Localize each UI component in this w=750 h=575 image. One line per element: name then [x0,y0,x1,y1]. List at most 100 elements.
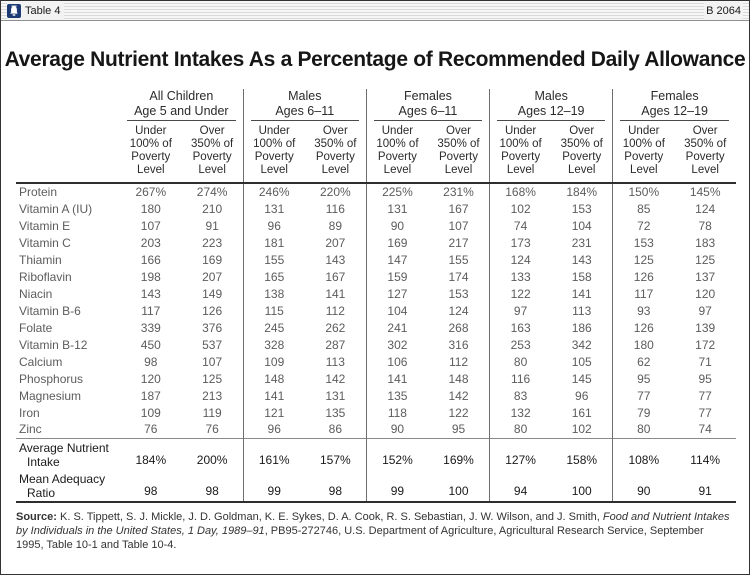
value-cell: 537 [202,337,223,352]
value-cell: 153 [612,234,675,251]
value-cell: 112 [325,303,345,318]
value-cell: 163 [489,319,552,336]
value-cell: 93 [612,302,675,319]
source-details: , PB95-272746, U.S. Department of Agricu… [16,525,704,551]
value-cell: 131 [365,200,428,217]
nutrient-table: All Children Age 5 and Under Males Ages 6–1… [16,89,736,503]
row-label: Thiamin [19,252,62,267]
value-cell: 203 [140,235,161,250]
value-cell: 155 [448,252,469,267]
stub-header [16,89,120,121]
value-cell: 210 [202,201,223,216]
value-cell: 76 [144,422,158,437]
value-cell: 141 [325,286,346,301]
value-cell: 80 [612,421,675,438]
value-cell: 74 [489,217,552,234]
column-subheader: Over 350% of Poverty Level [304,121,367,184]
stub-header [16,121,120,184]
group-line2: Ages 6–11 [275,103,335,118]
value-cell: 148 [242,370,305,387]
value-cell: 198 [140,269,161,284]
value-cell: 143 [325,252,346,267]
summary-row-label: Average Nutrient Intake [16,437,120,470]
titlebar-left: Table 4 [7,1,65,20]
value-cell: 172 [695,337,716,352]
group-header-label: Females Ages 6–11 [373,89,483,121]
group-header-2: Males Ages 6–11 [242,89,367,121]
value-cell: 107 [448,218,469,233]
row-label: Iron [19,405,40,420]
row-label: Riboflavin [19,269,72,284]
value-cell: 125 [202,371,223,386]
value-cell: 187 [140,388,161,403]
value-cell: 95 [698,371,712,386]
summary-value-cell: 169% [427,437,490,470]
value-cell: 180 [140,201,161,216]
value-cell: 141 [242,387,305,404]
value-cell: 124 [448,303,469,318]
group-header-3: Females Ages 6–11 [365,89,490,121]
value-cell: 131 [325,388,346,403]
value-cell: 213 [202,388,223,403]
window-titlebar[interactable]: Table 4 B 2064 [1,1,749,21]
value-cell: 77 [612,387,675,404]
value-cell: 79 [612,404,675,421]
value-cell: 133 [489,268,552,285]
value-cell: 138 [242,285,305,302]
source-note: Source: K. S. Tippett, S. J. Mickle, J. … [16,510,734,552]
value-cell: 183 [695,235,716,250]
source-publication-title: Food and Nutrient Intakes by Individuals… [16,511,730,537]
value-cell: 137 [695,269,716,284]
value-cell: 126 [202,303,223,318]
value-cell: 207 [202,269,223,284]
value-cell: 131 [242,200,305,217]
value-cell: 96 [575,388,589,403]
window-title: Table 4 [25,4,61,17]
value-cell: 104 [571,218,592,233]
value-cell: 155 [242,251,305,268]
row-label: Vitamin B-12 [19,337,88,352]
value-cell: 106 [365,353,428,370]
value-cell: 316 [448,337,469,352]
value-cell: 74 [698,422,712,437]
value-cell: 186 [571,320,592,335]
value-cell: 102 [489,200,552,217]
value-cell: 126 [612,319,675,336]
value-cell: 117 [141,303,161,318]
table-header: All Children Age 5 and Under Males Ages 6–1… [16,89,736,184]
value-cell: 149 [202,286,223,301]
bell-icon [7,3,21,18]
value-cell: 89 [328,218,342,233]
column-subheader: Over 350% of Poverty Level [674,121,736,184]
subheader-row: Under 100% of Poverty Level Over 350% of Pover… [16,121,736,184]
value-cell: 91 [205,218,219,233]
value-cell: 207 [325,235,346,250]
summary-value-cell: 161% [242,437,305,470]
value-cell: 141 [365,370,428,387]
value-cell: 339 [140,320,161,335]
value-cell: 181 [242,234,305,251]
row-label: Calcium [19,354,63,369]
value-cell: 126 [612,268,675,285]
group-line1: Males [288,89,322,103]
window-code: B 2064 [704,1,743,20]
value-cell: 169 [365,234,428,251]
summary-value-cell: 184% [120,437,182,470]
summary-value-cell: 91 [674,470,736,503]
value-cell: 142 [448,388,469,403]
column-subheader: Over 350% of Poverty Level [181,121,244,184]
column-subheader: Over 350% of Poverty Level [427,121,490,184]
value-cell: 104 [365,302,428,319]
summary-value-cell: 114% [674,437,736,470]
table-row: Iron 109 119 121 135 118 122 132 161 79 77 [16,404,736,421]
summary-value-cell: 100 [551,470,613,503]
group-line1: Females [650,89,699,103]
summary-value-cell: 157% [304,437,367,470]
value-cell: 342 [571,337,592,352]
group-header-5: Females Ages 12–19 [612,89,736,121]
page: Average Nutrient Intakes As a Percentage… [1,21,749,574]
summary-value-cell: 98 [120,470,182,503]
table-row: Vitamin C 203 223 181 207 169 217 173 231 153 183 [16,234,736,251]
group-line1: Females [404,89,452,103]
value-cell: 253 [489,336,552,353]
